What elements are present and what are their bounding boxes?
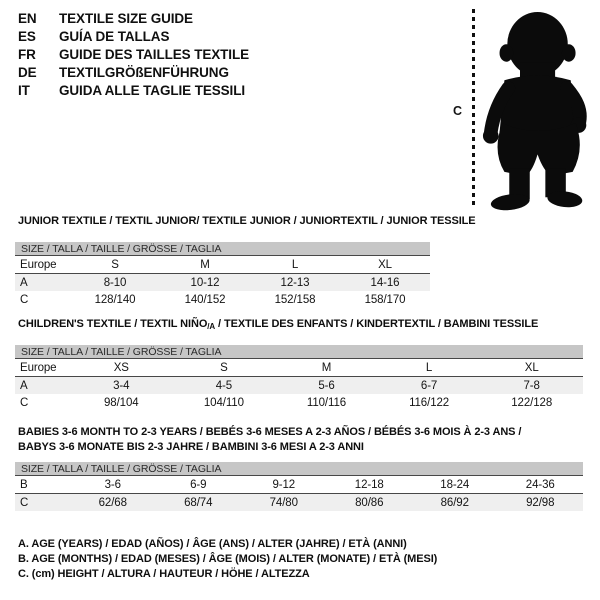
table-row-a: A 3-4 4-5 5-6 6-7 7-8 [15,376,583,394]
lang-row-fr: FR GUIDE DES TAILLES TEXTILE [18,45,249,63]
lang-code: DE [18,64,37,80]
table-cell: 14-16 [370,276,400,289]
table-cell: 7-8 [523,379,540,392]
table-cell: 128/140 [94,293,136,306]
table-row-c: C 128/140 140/152 152/158 158/170 [15,291,430,308]
row-label: A [20,379,28,392]
lang-row-it: IT GUIDA ALLE TAGLIE TESSILI [18,81,249,99]
row-label: Europe [20,361,57,374]
table-row-c: C 62/68 68/74 74/80 80/86 86/92 92/98 [15,493,583,511]
table-cell: S [220,361,228,374]
table-cell: 5-6 [318,379,335,392]
children-title-part2: / TEXTILE DES ENFANTS / KINDERTEXTIL / B… [215,318,539,330]
table-cell: 6-9 [190,478,207,491]
table-row-europe: Europe XS S M L XL [15,359,583,377]
table-cell: M [200,258,210,271]
table-cell: 24-36 [525,478,555,491]
table-cell: 12-18 [354,478,384,491]
table-cell: 80/86 [355,496,384,509]
junior-size-table: SIZE / TALLA / TAILLE / GRÖSSE / TAGLIA … [15,242,430,308]
table-cell: XS [113,361,129,374]
lang-row-es: ES GUÍA DE TALLAS [18,27,249,45]
table-row-b: B 3-6 6-9 9-12 12-18 18-24 24-36 [15,476,583,494]
table-cell: 9-12 [272,478,296,491]
table-cell: 158/170 [364,293,406,306]
lang-code: IT [18,82,30,98]
table-cell: L [291,258,299,271]
note-age-years: A. AGE (YEARS) / EDAD (AÑOS) / ÂGE (ANS)… [18,538,407,550]
size-header-bar: SIZE / TALLA / TAILLE / GRÖSSE / TAGLIA [15,462,583,476]
table-cell: XL [378,258,392,271]
measure-label-c: C [453,104,462,118]
table-cell: 68/74 [184,496,213,509]
table-cell: M [321,361,332,374]
lang-row-en: EN TEXTILE SIZE GUIDE [18,9,249,27]
table-cell: S [111,258,119,271]
table-cell: 98/104 [104,396,139,409]
table-cell: 4-5 [215,379,233,392]
note-age-months: B. AGE (MONTHS) / EDAD (MESES) / ÂGE (MO… [18,553,438,565]
table-cell: 8-10 [103,276,127,289]
junior-section-title: JUNIOR TEXTILE / TEXTIL JUNIOR/ TEXTILE … [18,215,476,227]
dotted-measure-line [472,9,475,209]
row-label: B [20,478,28,491]
table-cell: 140/152 [184,293,226,306]
row-label: C [20,293,29,306]
lang-title: TEXTILGRÖßENFÜHRUNG [59,64,229,80]
children-title-part1: CHILDREN'S TEXTILE / TEXTIL NIÑO [18,318,208,330]
toddler-silhouette-icon [482,12,587,211]
lang-code: EN [18,10,37,26]
table-cell: 110/116 [306,396,347,409]
row-label: C [20,496,29,509]
table-cell: 6-7 [420,379,438,392]
table-cell: XL [524,361,539,374]
lang-code: FR [18,46,36,62]
table-cell: 18-24 [440,478,470,491]
height-measure-figure: C [448,4,598,216]
size-header-bar: SIZE / TALLA / TAILLE / GRÖSSE / TAGLIA [15,242,430,256]
babies-size-table: SIZE / TALLA / TAILLE / GRÖSSE / TAGLIA … [15,462,583,511]
lang-title: GUIDA ALLE TAGLIE TESSILI [59,82,245,98]
table-cell: 92/98 [526,496,555,509]
table-cell: 152/158 [274,293,316,306]
children-size-table: SIZE / TALLA / TAILLE / GRÖSSE / TAGLIA … [15,345,583,411]
table-row-a: A 8-10 10-12 12-13 14-16 [15,273,430,291]
lang-title: GUÍA DE TALLAS [59,28,170,44]
table-cell: 12-13 [280,276,310,289]
table-cell: 122/128 [511,396,553,409]
legend-notes: A. AGE (YEARS) / EDAD (AÑOS) / ÂGE (ANS)… [18,538,437,583]
table-cell: 86/92 [440,496,469,509]
children-title-sub: /A [207,322,216,331]
table-cell: 74/80 [269,496,298,509]
table-cell: L [425,361,433,374]
size-header-bar: SIZE / TALLA / TAILLE / GRÖSSE / TAGLIA [15,345,583,359]
babies-title-line1: BABIES 3-6 MONTH TO 2-3 YEARS / BEBÉS 3-… [18,426,522,438]
table-cell: 116/122 [409,396,450,409]
babies-title-line2: BABYS 3-6 MONATE BIS 2-3 JAHRE / BAMBINI… [18,441,364,453]
children-section-title: CHILDREN'S TEXTILE / TEXTIL NIÑO/A / TEX… [18,318,538,331]
table-cell: 3-4 [113,379,130,392]
lang-title: TEXTILE SIZE GUIDE [59,10,193,26]
language-title-list: EN TEXTILE SIZE GUIDE ES GUÍA DE TALLAS … [18,9,249,99]
row-label: C [20,396,29,409]
note-height-cm: C. (cm) HEIGHT / ALTURA / HAUTEUR / HÖHE… [18,568,310,580]
table-cell: 62/68 [98,496,127,509]
table-row-europe: Europe S M L XL [15,256,430,274]
lang-title: GUIDE DES TAILLES TEXTILE [59,46,250,62]
babies-section-title: BABIES 3-6 MONTH TO 2-3 YEARS / BEBÉS 3-… [18,425,521,455]
table-cell: 3-6 [104,478,121,491]
lang-row-de: DE TEXTILGRÖßENFÜHRUNG [18,63,249,81]
row-label: A [20,276,28,289]
row-label: Europe [20,258,57,271]
table-cell: 10-12 [190,276,220,289]
table-row-c: C 98/104 104/110 110/116 116/122 122/128 [15,394,583,411]
lang-code: ES [18,28,36,44]
table-cell: 104/110 [203,396,244,409]
